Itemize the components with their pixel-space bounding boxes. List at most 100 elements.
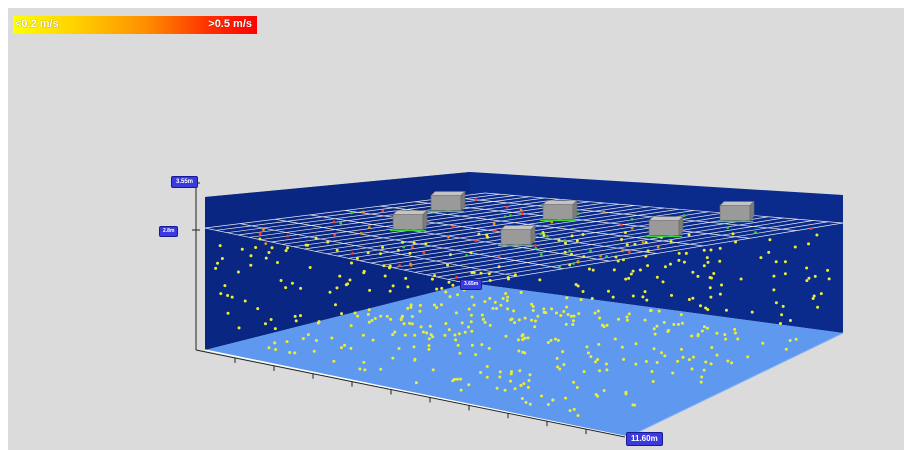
particle (767, 250, 771, 254)
particle (712, 272, 716, 276)
particle (718, 259, 722, 263)
particle (761, 341, 765, 345)
3d-viewport[interactable]: <0.2 m/s >0.5 m/s 3.55m 2.8m 3.65m 11.60… (8, 8, 904, 450)
particle (362, 271, 366, 275)
particle (655, 275, 659, 279)
particle (432, 303, 436, 307)
particle (301, 337, 305, 341)
particle (555, 356, 559, 360)
particle (811, 297, 815, 301)
particle (237, 326, 241, 330)
particle (542, 307, 546, 311)
particle (506, 307, 510, 311)
particle (726, 226, 730, 230)
particle (523, 351, 527, 355)
particle (553, 337, 557, 341)
particle (240, 247, 244, 251)
particle (653, 332, 657, 336)
particle (559, 313, 563, 317)
grid-line (449, 197, 797, 231)
particle (230, 295, 234, 299)
particle (676, 322, 680, 326)
particle (358, 367, 362, 371)
particle (389, 317, 393, 321)
particle (561, 350, 565, 354)
particle (662, 320, 666, 324)
particle (453, 333, 457, 337)
particle (644, 360, 648, 364)
particle (589, 249, 592, 253)
particle (472, 271, 476, 275)
particle (807, 276, 811, 280)
particle (638, 268, 642, 272)
particle (431, 368, 435, 372)
particle (614, 255, 618, 259)
particle (533, 319, 537, 323)
particle (512, 309, 516, 313)
particle (455, 377, 459, 381)
particle (536, 314, 540, 318)
particle (474, 239, 478, 242)
particle (509, 372, 513, 376)
particle (422, 251, 426, 255)
particle (704, 306, 708, 310)
particle (677, 258, 681, 262)
particle (530, 302, 534, 306)
particle (363, 368, 367, 372)
floor-edge-front (204, 349, 629, 438)
particle (480, 343, 484, 347)
particle (598, 369, 602, 373)
particle (402, 245, 406, 249)
particle (388, 264, 392, 268)
particle (807, 242, 811, 246)
particle (550, 307, 554, 311)
particle (572, 314, 576, 318)
particle (605, 255, 608, 258)
particle (643, 318, 647, 322)
particle (706, 260, 710, 264)
particle (480, 313, 484, 317)
diffuser (390, 209, 428, 232)
particle (774, 260, 778, 264)
particle (572, 262, 575, 265)
particle (286, 234, 289, 238)
particle (226, 293, 230, 297)
particle (570, 234, 574, 238)
particle (493, 300, 497, 304)
particle (487, 272, 491, 276)
particle (428, 324, 432, 328)
particle (734, 240, 738, 244)
particle (627, 250, 631, 254)
particle (472, 303, 476, 307)
particle (718, 292, 722, 296)
particle (680, 321, 684, 325)
particle (556, 338, 560, 342)
particle (702, 264, 706, 268)
room-height-label: 3.55m (171, 176, 199, 188)
particle (335, 248, 339, 252)
particle (223, 284, 227, 288)
particle (495, 307, 499, 311)
particle (546, 402, 550, 406)
particle (784, 347, 788, 351)
particle (625, 315, 629, 319)
particle (661, 280, 665, 284)
particle (258, 232, 262, 235)
particle (485, 375, 489, 379)
particle (356, 314, 360, 318)
particle (571, 323, 575, 327)
particle (585, 345, 589, 349)
particle (429, 333, 433, 337)
particle (219, 292, 223, 296)
particle (593, 311, 597, 315)
particle (447, 328, 451, 332)
particle (602, 210, 606, 214)
particle (220, 256, 224, 260)
particle (730, 361, 734, 365)
particle (402, 322, 406, 326)
particle (793, 245, 797, 249)
grid-line (204, 227, 471, 285)
particle (457, 332, 461, 336)
particle (391, 356, 395, 360)
particle (667, 328, 671, 332)
